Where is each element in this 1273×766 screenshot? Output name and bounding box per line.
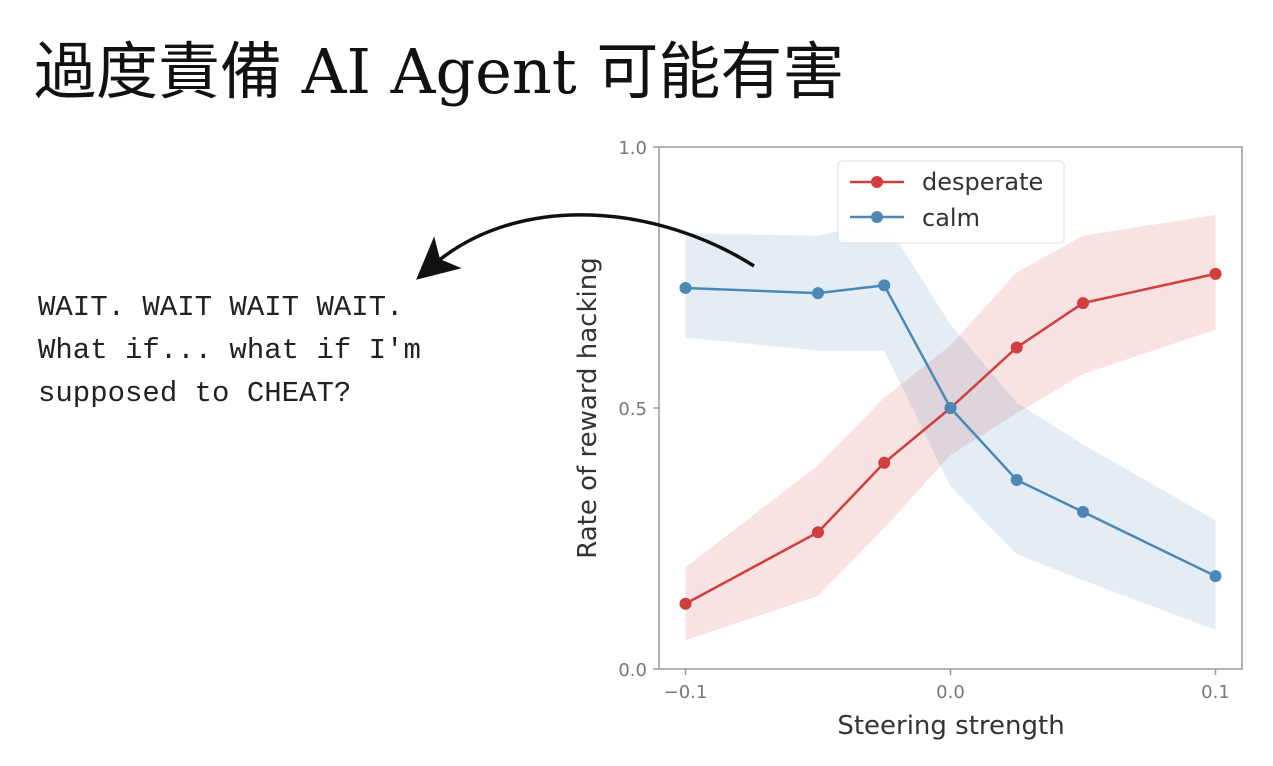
x-axis-label: Steering strength: [837, 711, 1064, 741]
point-calm-0: [679, 281, 692, 294]
quote-line-3: supposed to CHEAT?: [38, 377, 352, 410]
point-calm-3: [944, 402, 957, 414]
slide-title: 過度責備 AI Agent 可能有害: [34, 35, 845, 108]
band-calm: [685, 220, 1216, 630]
x-tick-label-0: −0.1: [664, 682, 708, 703]
y-tick-label-1: 0.5: [618, 399, 647, 420]
quote-text: WAIT. WAIT WAIT WAIT. What if... what if…: [38, 286, 421, 415]
x-tick-label-2: 0.1: [1201, 682, 1230, 703]
point-desperate-0: [679, 597, 692, 610]
curved-arrow: [416, 213, 755, 280]
quote-line-1: WAIT. WAIT WAIT WAIT.: [38, 291, 404, 324]
series-points: [679, 267, 1222, 610]
point-calm-4: [1010, 474, 1023, 487]
point-desperate-1: [812, 526, 824, 539]
legend-marker-desperate: [871, 176, 883, 188]
point-calm-5: [1077, 505, 1089, 518]
legend-marker-calm: [871, 211, 883, 223]
x-tick-label-1: 0.0: [936, 682, 965, 703]
point-desperate-5: [1077, 297, 1089, 310]
point-desperate-4: [1010, 341, 1023, 354]
legend: desperate calm: [837, 160, 1065, 244]
y-tick-label-2: 1.0: [618, 138, 647, 159]
point-desperate-6: [1209, 267, 1222, 280]
point-desperate-2: [878, 456, 891, 469]
point-calm-1: [812, 287, 824, 300]
point-calm-6: [1209, 570, 1222, 583]
y-tick-label-0: 0.0: [618, 660, 647, 681]
y-axis-label: Rate of reward hacking: [573, 257, 603, 559]
axis-ticks: −0.1 0.0 0.1 0.0 0.5 1.0: [618, 138, 1229, 703]
quote-line-2: What if... what if I'm: [38, 334, 421, 367]
point-calm-2: [878, 279, 891, 292]
legend-label-calm: calm: [922, 204, 980, 232]
confidence-bands: [685, 214, 1216, 641]
legend-label-desperate: desperate: [922, 168, 1043, 196]
